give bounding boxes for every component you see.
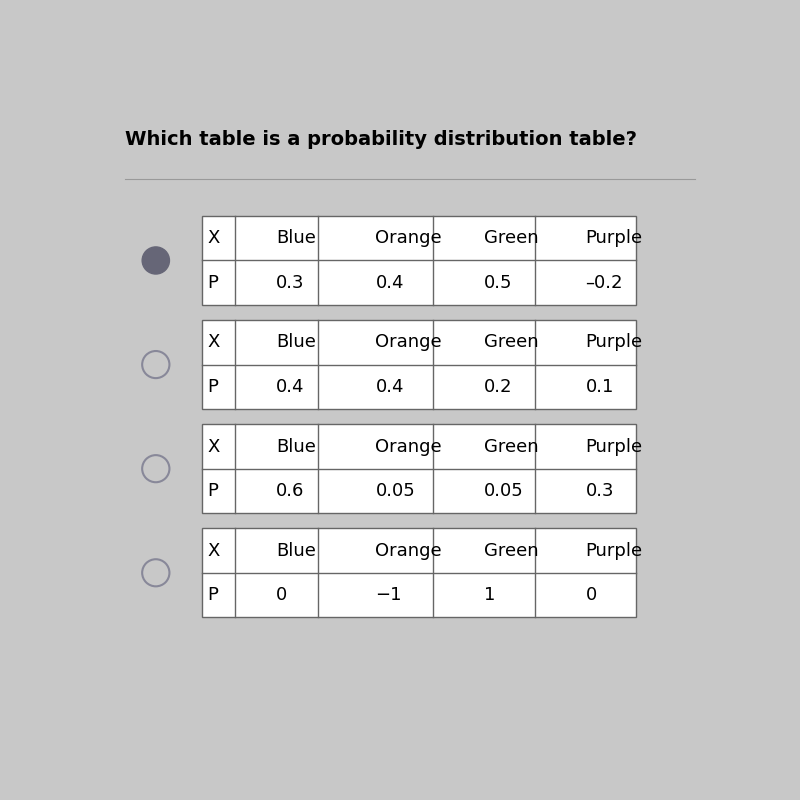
Text: X: X	[207, 230, 220, 247]
FancyBboxPatch shape	[202, 424, 636, 513]
FancyBboxPatch shape	[202, 320, 636, 409]
Text: 0: 0	[276, 586, 287, 604]
Circle shape	[142, 247, 170, 274]
Text: Orange: Orange	[375, 230, 442, 247]
Text: 1: 1	[484, 586, 495, 604]
Text: Green: Green	[484, 438, 538, 455]
Text: X: X	[207, 542, 220, 560]
Text: 0.4: 0.4	[375, 274, 404, 292]
Text: 0.05: 0.05	[375, 482, 415, 500]
Text: Blue: Blue	[276, 334, 316, 351]
Text: −1: −1	[375, 586, 402, 604]
Text: Purple: Purple	[586, 542, 642, 560]
Text: Green: Green	[484, 542, 538, 560]
Text: 0.1: 0.1	[586, 378, 614, 396]
Text: P: P	[207, 378, 218, 396]
Text: Orange: Orange	[375, 334, 442, 351]
Text: Blue: Blue	[276, 438, 316, 455]
Text: 0: 0	[586, 586, 597, 604]
Text: 0.2: 0.2	[484, 378, 513, 396]
Text: Which table is a probability distribution table?: Which table is a probability distributio…	[125, 130, 637, 149]
Text: Purple: Purple	[586, 230, 642, 247]
Text: Blue: Blue	[276, 230, 316, 247]
Text: 0.4: 0.4	[276, 378, 305, 396]
Text: P: P	[207, 586, 218, 604]
Text: 0.4: 0.4	[375, 378, 404, 396]
Text: 0.05: 0.05	[484, 482, 524, 500]
Text: Green: Green	[484, 230, 538, 247]
Text: Purple: Purple	[586, 438, 642, 455]
Text: Green: Green	[484, 334, 538, 351]
Text: Blue: Blue	[276, 542, 316, 560]
Text: Orange: Orange	[375, 542, 442, 560]
Text: X: X	[207, 334, 220, 351]
Text: 0.6: 0.6	[276, 482, 305, 500]
Text: 0.5: 0.5	[484, 274, 513, 292]
FancyBboxPatch shape	[202, 529, 636, 617]
Text: 0.3: 0.3	[276, 274, 305, 292]
Text: 0.3: 0.3	[586, 482, 614, 500]
Text: Orange: Orange	[375, 438, 442, 455]
FancyBboxPatch shape	[202, 216, 636, 305]
Text: X: X	[207, 438, 220, 455]
Text: P: P	[207, 274, 218, 292]
Text: P: P	[207, 482, 218, 500]
Text: –0.2: –0.2	[586, 274, 623, 292]
Text: Purple: Purple	[586, 334, 642, 351]
